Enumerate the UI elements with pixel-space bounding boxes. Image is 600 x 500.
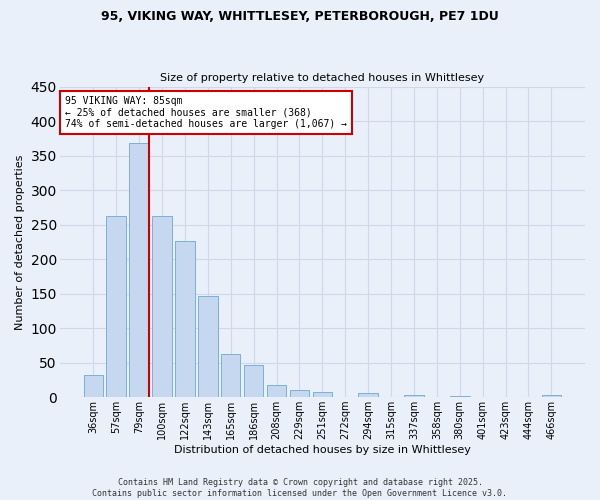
Bar	[130, 143, 149, 397]
Bar	[358, 393, 378, 397]
Bar	[450, 396, 470, 397]
Bar	[290, 390, 309, 397]
Bar	[404, 395, 424, 397]
Y-axis label: Number of detached properties: Number of detached properties	[15, 154, 25, 330]
Bar	[83, 375, 103, 397]
Bar	[221, 354, 241, 397]
Bar	[244, 366, 263, 397]
Text: 95, VIKING WAY, WHITTLESEY, PETERBOROUGH, PE7 1DU: 95, VIKING WAY, WHITTLESEY, PETERBOROUGH…	[101, 10, 499, 23]
Bar	[152, 216, 172, 397]
Text: Contains HM Land Registry data © Crown copyright and database right 2025.
Contai: Contains HM Land Registry data © Crown c…	[92, 478, 508, 498]
X-axis label: Distribution of detached houses by size in Whittlesey: Distribution of detached houses by size …	[174, 445, 471, 455]
Bar	[542, 395, 561, 397]
Title: Size of property relative to detached houses in Whittlesey: Size of property relative to detached ho…	[160, 73, 484, 83]
Bar	[313, 392, 332, 397]
Bar	[175, 241, 194, 397]
Bar	[267, 386, 286, 397]
Bar	[198, 296, 218, 397]
Text: 95 VIKING WAY: 85sqm
← 25% of detached houses are smaller (368)
74% of semi-deta: 95 VIKING WAY: 85sqm ← 25% of detached h…	[65, 96, 347, 129]
Bar	[106, 216, 126, 397]
